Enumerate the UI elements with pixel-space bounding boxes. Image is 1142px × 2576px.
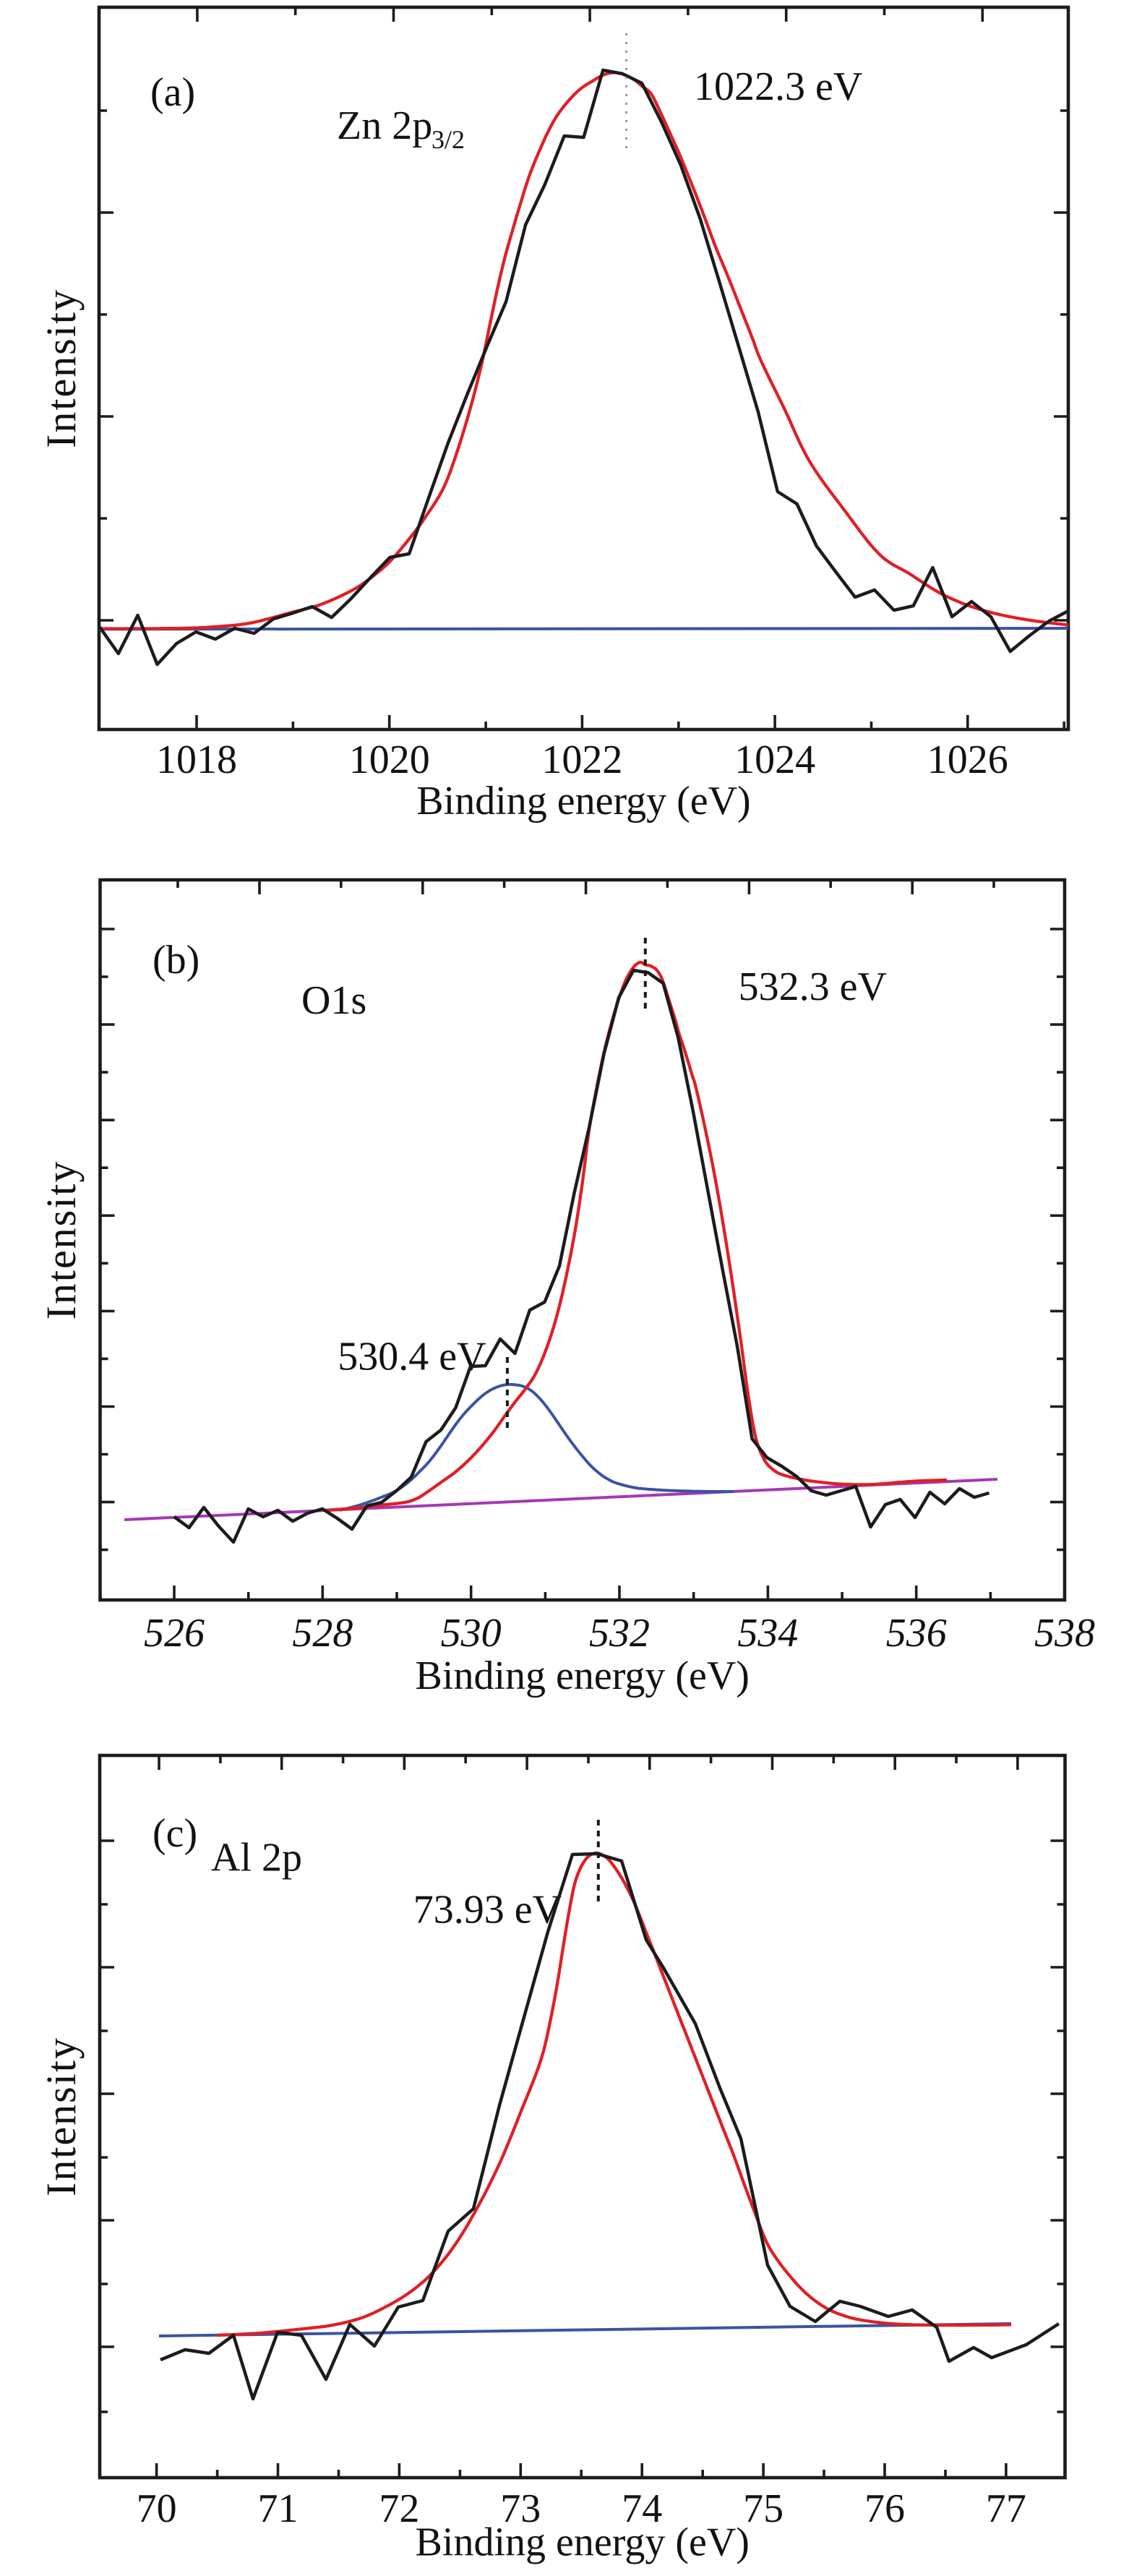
svg-text:Binding energy (eV): Binding energy (eV): [416, 779, 750, 823]
svg-text:532.3 eV: 532.3 eV: [739, 964, 887, 1009]
svg-text:536: 536: [886, 1611, 947, 1656]
svg-text:528: 528: [292, 1611, 353, 1656]
svg-text:1022.3 eV: 1022.3 eV: [694, 64, 862, 109]
svg-text:532: 532: [589, 1611, 650, 1656]
svg-text:(b): (b): [153, 938, 199, 983]
svg-text:Intensity: Intensity: [38, 1160, 85, 1320]
svg-text:538: 538: [1034, 1611, 1095, 1656]
svg-text:530.4 eV: 530.4 eV: [338, 1335, 486, 1379]
svg-text:73.93 eV: 73.93 eV: [413, 1887, 562, 1932]
svg-text:530: 530: [441, 1611, 502, 1656]
svg-text:76: 76: [864, 2486, 905, 2531]
svg-text:Zn 2p: Zn 2p: [337, 103, 432, 148]
svg-text:O1s: O1s: [301, 978, 366, 1023]
svg-text:74: 74: [622, 2486, 662, 2531]
svg-text:1020: 1020: [349, 737, 430, 782]
svg-text:526: 526: [144, 1611, 205, 1656]
svg-text:75: 75: [743, 2486, 783, 2531]
svg-text:1018: 1018: [156, 737, 237, 782]
svg-text:534: 534: [737, 1611, 798, 1656]
svg-text:Intensity: Intensity: [38, 2037, 85, 2196]
svg-text:1026: 1026: [927, 737, 1008, 782]
svg-text:Intensity: Intensity: [38, 288, 85, 448]
svg-text:3/2: 3/2: [432, 125, 465, 154]
svg-text:73: 73: [500, 2486, 541, 2531]
svg-text:Binding energy (eV): Binding energy (eV): [416, 1653, 750, 1698]
svg-text:70: 70: [137, 2486, 177, 2531]
svg-text:1022: 1022: [541, 737, 622, 782]
svg-text:(a): (a): [150, 70, 195, 115]
svg-text:(c): (c): [153, 1811, 197, 1856]
svg-text:77: 77: [986, 2486, 1026, 2531]
svg-text:1024: 1024: [734, 737, 815, 782]
svg-text:Al 2p: Al 2p: [211, 1835, 302, 1880]
svg-text:Binding energy (eV): Binding energy (eV): [416, 2520, 750, 2565]
svg-text:71: 71: [258, 2486, 299, 2531]
svg-text:72: 72: [379, 2486, 419, 2531]
